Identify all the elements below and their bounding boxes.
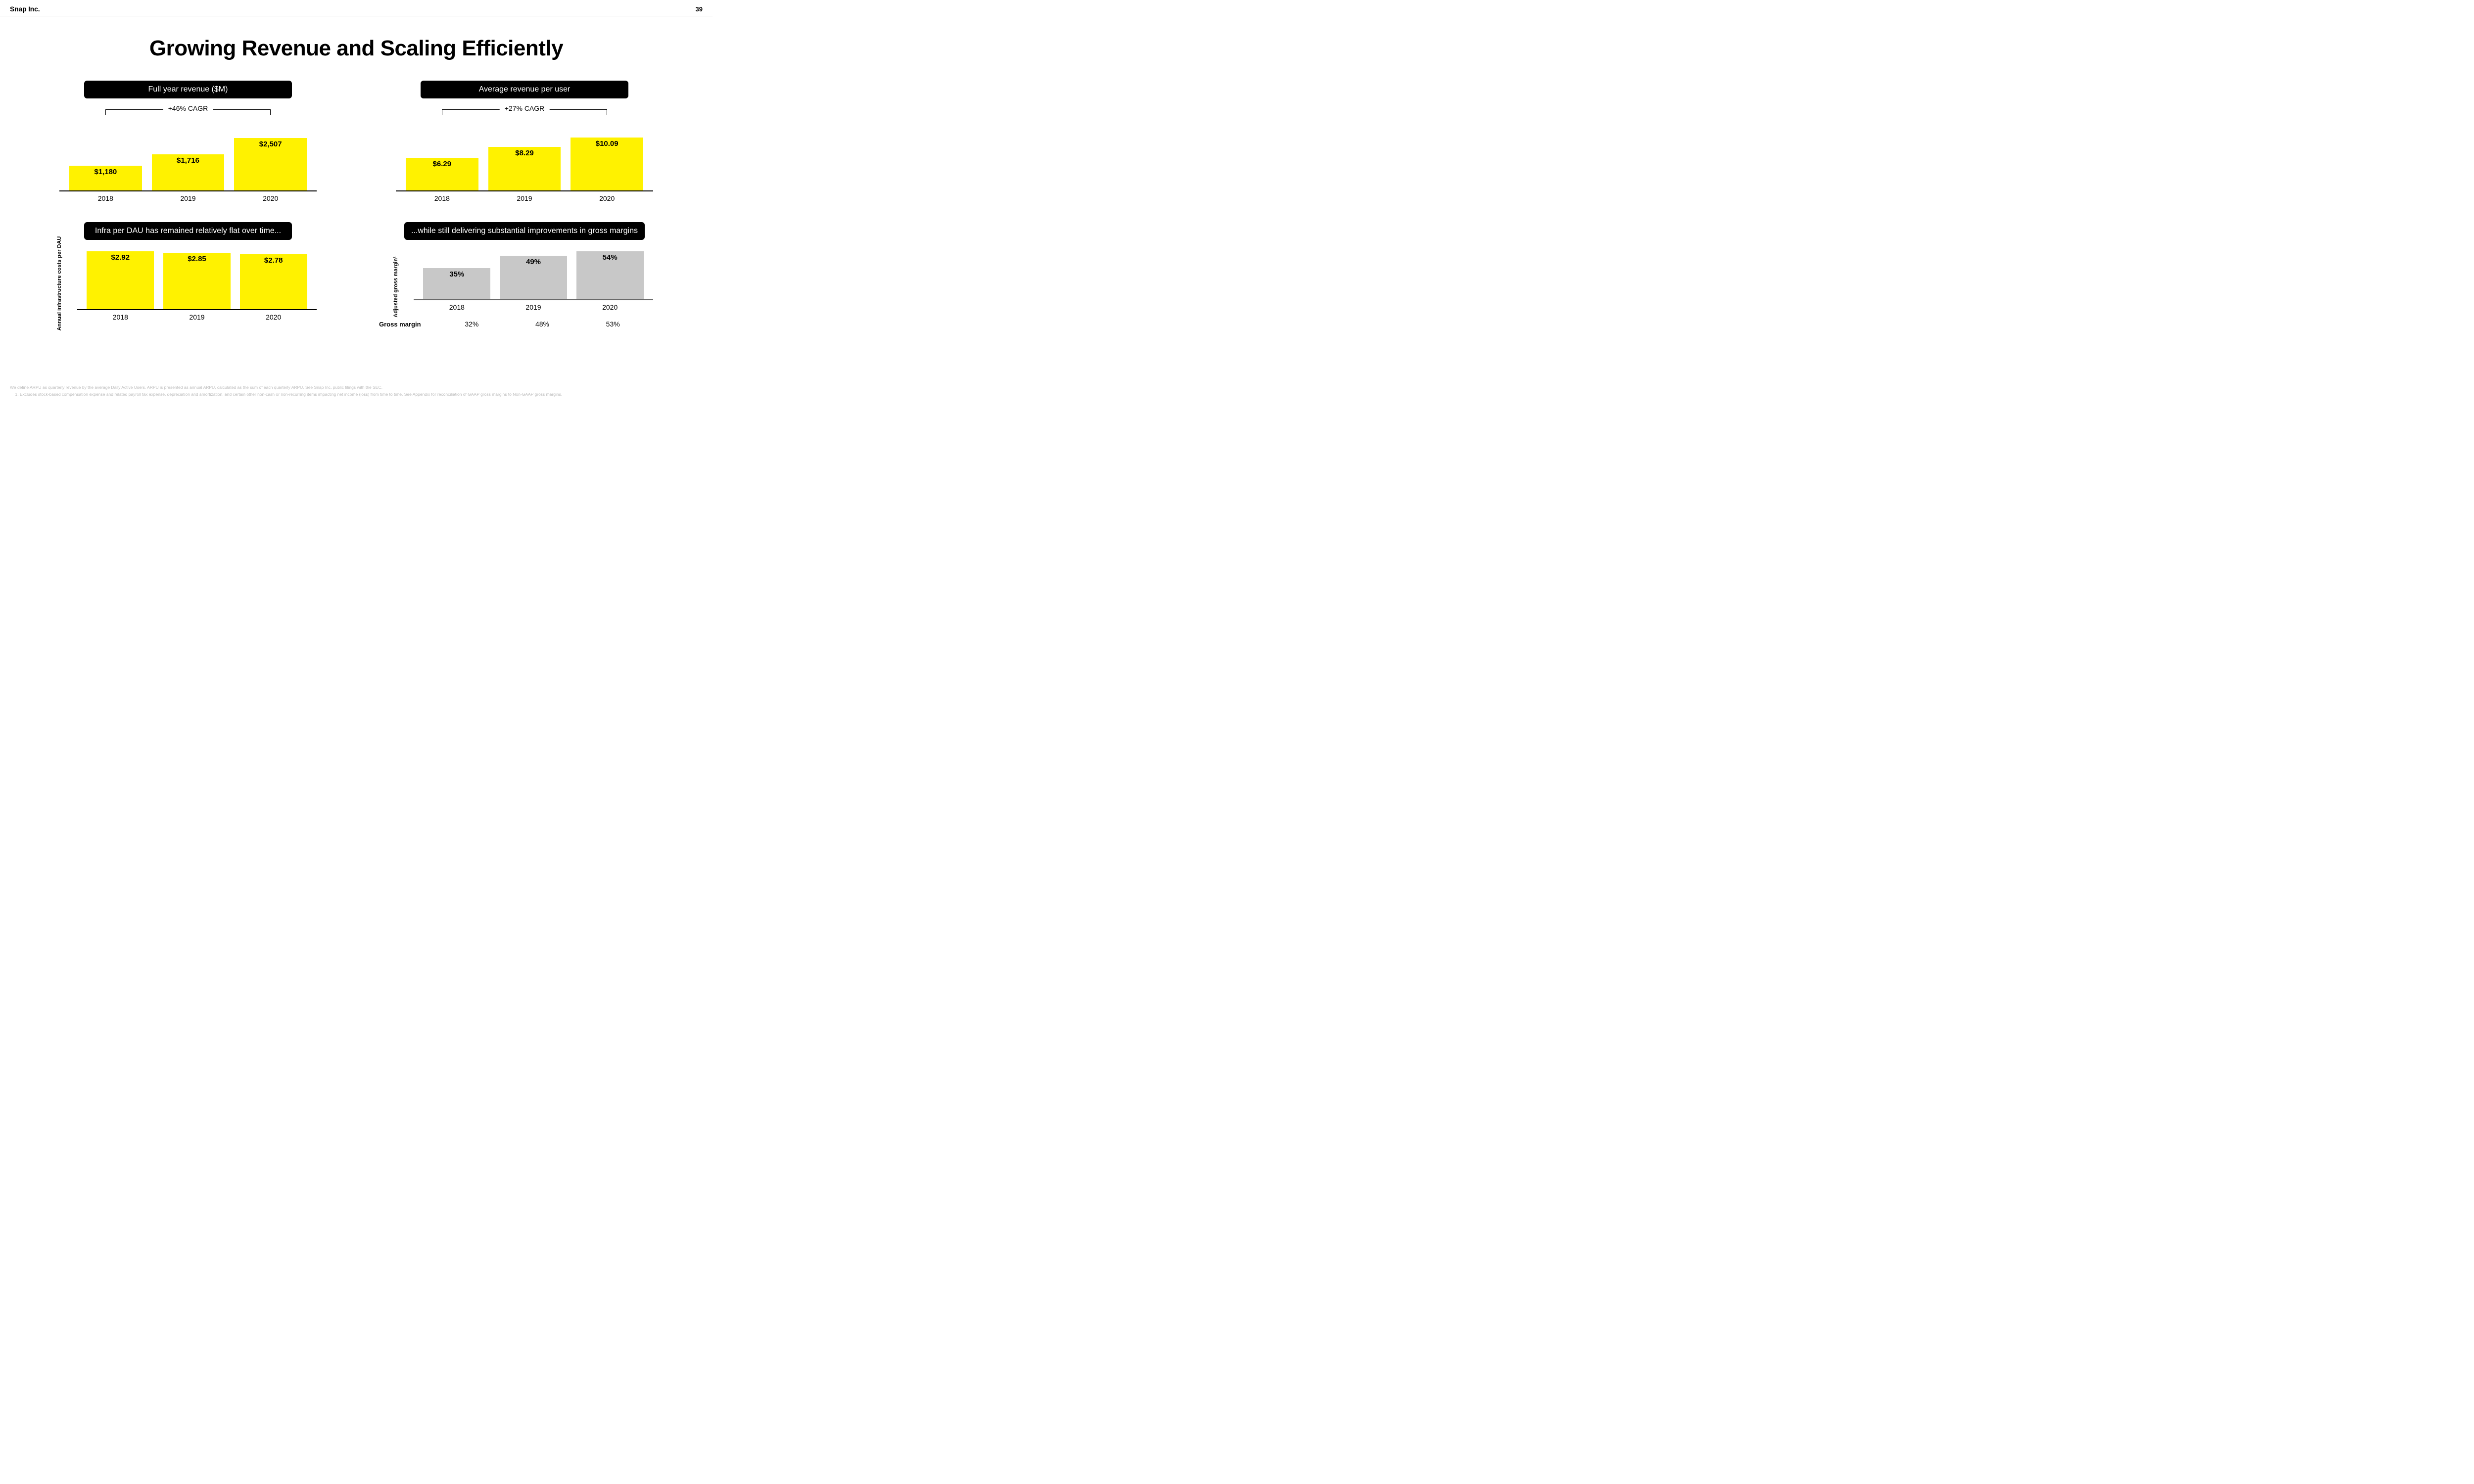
gross-margin-value: 53% — [577, 320, 648, 328]
infra-banner: Infra per DAU has remained relatively fl… — [84, 222, 292, 240]
arpu-bar-group: $6.29 — [401, 117, 483, 190]
gross-margin-value: 32% — [436, 320, 507, 328]
revenue-cagr: +46% CAGR — [79, 104, 297, 116]
infra-bar-group: $2.78 — [235, 246, 312, 309]
arpu-category-label: 2020 — [566, 194, 648, 202]
footnote-1: Excludes stock-based compensation expens… — [20, 392, 703, 398]
page-number: 39 — [696, 5, 703, 13]
infra-bar-label: $2.92 — [111, 253, 130, 262]
margin-bar-label: 49% — [526, 258, 541, 266]
arpu-bar-label: $6.29 — [433, 160, 452, 168]
infra-category-label: 2018 — [82, 313, 159, 321]
revenue-xlabels: 201820192020 — [59, 191, 317, 202]
margin-banner: ...while still delivering substantial im… — [404, 222, 645, 240]
arpu-category-label: 2019 — [483, 194, 566, 202]
revenue-bar-group: $2,507 — [229, 117, 312, 190]
charts-grid: Full year revenue ($M) +46% CAGR $1,180$… — [0, 81, 713, 328]
arpu-bar-group: $8.29 — [483, 117, 566, 190]
gross-margin-value: 48% — [507, 320, 578, 328]
margin-bar: 49% — [500, 256, 567, 299]
arpu-panel: Average revenue per user +27% CAGR $6.29… — [396, 81, 653, 202]
slide-title: Growing Revenue and Scaling Efficiently — [0, 36, 713, 61]
margin-bar-label: 54% — [603, 253, 618, 262]
revenue-bar-label: $1,180 — [94, 168, 117, 176]
gross-margin-row: Gross margin 32%48%53% — [414, 320, 653, 328]
margin-bar-group: 35% — [419, 246, 495, 299]
gross-margin-values: 32%48%53% — [431, 320, 653, 328]
arpu-bar-label: $8.29 — [515, 149, 534, 157]
arpu-bar-label: $10.09 — [596, 139, 618, 148]
revenue-bar: $2,507 — [234, 138, 307, 190]
revenue-panel: Full year revenue ($M) +46% CAGR $1,180$… — [59, 81, 317, 202]
margin-bar-group: 54% — [571, 246, 648, 299]
infra-chart: $2.92 $2.85 $2.78 — [77, 246, 317, 310]
infra-bar: $2.78 — [240, 254, 307, 309]
arpu-bar: $10.09 — [571, 138, 643, 190]
margin-bar-label: 35% — [449, 270, 464, 278]
margin-bar: 35% — [423, 268, 490, 299]
margin-panel: ...while still delivering substantial im… — [396, 222, 653, 328]
revenue-cagr-label: +46% CAGR — [163, 104, 213, 112]
margin-category-label: 2020 — [571, 303, 648, 311]
revenue-bar: $1,716 — [152, 154, 225, 190]
revenue-bar-group: $1,180 — [64, 117, 147, 190]
revenue-bar-label: $1,716 — [177, 156, 199, 165]
infra-bar-label: $2.78 — [264, 256, 283, 265]
revenue-category-label: 2019 — [147, 194, 230, 202]
revenue-category-label: 2018 — [64, 194, 147, 202]
infra-category-label: 2019 — [159, 313, 236, 321]
gross-margin-title: Gross margin — [379, 321, 428, 328]
infra-bar-group: $2.92 — [82, 246, 159, 309]
revenue-bar-group: $1,716 — [147, 117, 230, 190]
infra-panel: Infra per DAU has remained relatively fl… — [59, 222, 317, 328]
infra-bar-group: $2.85 — [159, 246, 236, 309]
company-logo: Snap Inc. — [10, 5, 40, 13]
arpu-chart: $6.29 $8.29 $10.09 — [396, 117, 653, 191]
margin-bar-group: 49% — [495, 246, 572, 299]
arpu-bar: $6.29 — [406, 158, 478, 190]
slide-header: Snap Inc. 39 — [0, 0, 713, 16]
revenue-category-label: 2020 — [229, 194, 312, 202]
infra-bar: $2.85 — [163, 253, 231, 309]
revenue-banner: Full year revenue ($M) — [84, 81, 292, 98]
arpu-bar: $8.29 — [488, 147, 561, 190]
infra-bar-label: $2.85 — [188, 255, 206, 263]
infra-category-label: 2020 — [235, 313, 312, 321]
arpu-bar-group: $10.09 — [566, 117, 648, 190]
arpu-cagr: +27% CAGR — [416, 104, 633, 116]
arpu-banner: Average revenue per user — [421, 81, 628, 98]
revenue-chart: $1,180 $1,716 $2,507 — [59, 117, 317, 191]
arpu-cagr-label: +27% CAGR — [500, 104, 550, 112]
infra-bar: $2.92 — [87, 251, 154, 309]
margin-bar: 54% — [576, 251, 644, 299]
footnote-arpu: We define ARPU as quarterly revenue by t… — [10, 385, 703, 391]
revenue-bar-label: $2,507 — [259, 140, 282, 148]
margin-category-label: 2019 — [495, 303, 572, 311]
revenue-bar: $1,180 — [69, 166, 142, 190]
infra-xlabels: 201820192020 — [77, 310, 317, 321]
margin-chart: 35% 49% 54% — [414, 246, 653, 300]
arpu-xlabels: 201820192020 — [396, 191, 653, 202]
arpu-category-label: 2018 — [401, 194, 483, 202]
margin-xlabels: 201820192020 — [414, 300, 653, 311]
footnotes: We define ARPU as quarterly revenue by t… — [10, 385, 703, 398]
margin-category-label: 2018 — [419, 303, 495, 311]
